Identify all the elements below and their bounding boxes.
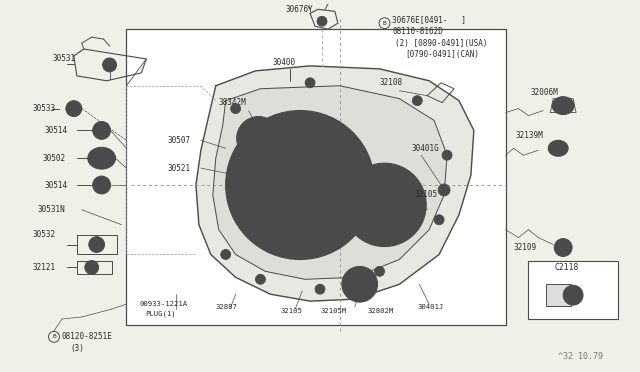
Text: 32006M: 32006M [531, 88, 558, 97]
Text: B: B [383, 21, 387, 26]
Text: 38342M: 38342M [219, 98, 246, 107]
Circle shape [442, 150, 452, 160]
Circle shape [244, 170, 253, 180]
Text: 30521: 30521 [167, 164, 190, 173]
Circle shape [412, 96, 422, 106]
Ellipse shape [88, 147, 116, 169]
Circle shape [434, 215, 444, 225]
Circle shape [315, 284, 325, 294]
Text: 30531N: 30531N [37, 205, 65, 214]
Ellipse shape [548, 140, 568, 156]
Ellipse shape [552, 97, 574, 115]
Circle shape [305, 78, 315, 88]
Text: PLUG(1): PLUG(1) [145, 311, 176, 317]
Circle shape [349, 273, 371, 295]
Text: 08120-8251E: 08120-8251E [62, 332, 113, 341]
Circle shape [66, 101, 82, 116]
Circle shape [221, 250, 230, 259]
Circle shape [226, 110, 374, 259]
Circle shape [239, 166, 257, 184]
Circle shape [93, 176, 111, 194]
Circle shape [563, 285, 583, 305]
Circle shape [93, 122, 111, 140]
Circle shape [102, 58, 116, 72]
Text: 30514: 30514 [44, 126, 67, 135]
Circle shape [70, 105, 78, 113]
Text: 32887: 32887 [216, 304, 237, 310]
Text: 30532: 30532 [32, 230, 55, 239]
Circle shape [317, 16, 327, 26]
Polygon shape [213, 86, 447, 279]
Polygon shape [196, 66, 474, 301]
Text: 32109: 32109 [513, 243, 537, 252]
Circle shape [438, 184, 450, 196]
Text: 30676E[0491-   ]: 30676E[0491- ] [392, 15, 467, 24]
Text: [0790-0491](CAN): [0790-0491](CAN) [405, 51, 479, 60]
Text: 32105M: 32105M [320, 308, 346, 314]
Circle shape [353, 173, 416, 237]
Text: 30502: 30502 [42, 154, 65, 163]
Ellipse shape [556, 101, 570, 110]
Text: 30514: 30514 [44, 180, 67, 189]
Circle shape [554, 238, 572, 256]
Text: 30401G: 30401G [412, 144, 439, 153]
Text: 32802M: 32802M [367, 308, 394, 314]
Text: 30507: 30507 [167, 136, 190, 145]
Circle shape [343, 163, 426, 247]
Ellipse shape [552, 144, 564, 153]
Text: ^32 10.79: ^32 10.79 [558, 352, 604, 361]
Ellipse shape [93, 152, 109, 165]
Circle shape [259, 143, 342, 227]
Circle shape [241, 125, 360, 244]
Circle shape [255, 274, 266, 284]
Circle shape [558, 243, 568, 253]
Text: 32105: 32105 [414, 190, 437, 199]
Circle shape [365, 185, 404, 225]
Circle shape [244, 125, 273, 152]
Text: 32108: 32108 [380, 78, 403, 87]
Text: 30676Y: 30676Y [285, 5, 313, 14]
Circle shape [89, 237, 104, 253]
Circle shape [230, 104, 241, 113]
Text: C2118: C2118 [554, 263, 579, 272]
Circle shape [568, 290, 578, 300]
Text: 32121: 32121 [32, 263, 55, 272]
Text: B: B [52, 334, 56, 339]
Text: (2) [0890-0491](USA): (2) [0890-0491](USA) [396, 39, 488, 48]
Text: 30533: 30533 [32, 104, 55, 113]
Text: 32139M: 32139M [516, 131, 543, 140]
Bar [547, 284, 571, 306]
Bar [127, 29, 506, 325]
Bar [529, 262, 618, 319]
Text: 30401J: 30401J [417, 304, 444, 310]
Circle shape [374, 266, 385, 276]
Circle shape [84, 260, 99, 274]
Text: 00933-1221A: 00933-1221A [140, 301, 188, 307]
Text: 08110-8162D: 08110-8162D [392, 27, 444, 36]
Circle shape [342, 266, 378, 302]
Text: 32105: 32105 [280, 308, 302, 314]
Text: (3): (3) [70, 344, 84, 353]
Circle shape [237, 116, 280, 160]
Text: 30400: 30400 [273, 58, 296, 67]
Text: 30531: 30531 [52, 54, 75, 64]
